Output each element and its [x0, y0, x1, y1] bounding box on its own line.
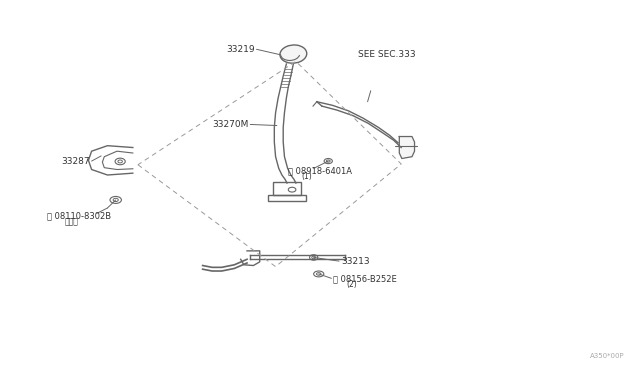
Text: Ⓝ 08918-6401A: Ⓝ 08918-6401A: [288, 167, 352, 176]
Polygon shape: [399, 137, 415, 158]
Text: Ⓑ 08156-B252E: Ⓑ 08156-B252E: [333, 275, 396, 283]
Text: 33219: 33219: [227, 45, 255, 54]
Text: SEE SEC.333: SEE SEC.333: [358, 50, 416, 59]
Text: Ⓑ 08110-8302B: Ⓑ 08110-8302B: [47, 212, 111, 221]
Text: 33213: 33213: [341, 257, 369, 266]
Text: （２）: （２）: [65, 217, 79, 226]
Ellipse shape: [280, 45, 307, 63]
Text: 33287: 33287: [61, 157, 90, 166]
Text: (1): (1): [301, 172, 312, 181]
Text: 33270M: 33270M: [212, 120, 248, 129]
Text: (2): (2): [347, 280, 357, 289]
Text: A350*00P: A350*00P: [590, 353, 625, 359]
